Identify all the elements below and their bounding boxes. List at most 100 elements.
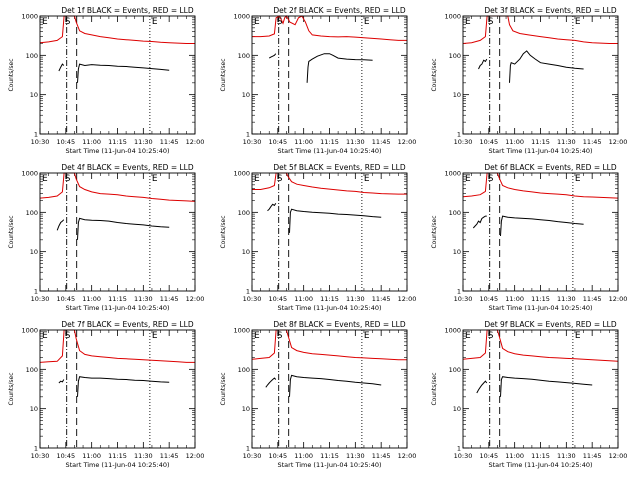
x-tick-label: 10:45 [56, 452, 75, 460]
x-tick-label: 11:00 [505, 138, 524, 146]
x-tick-label: 10:45 [479, 452, 498, 460]
marker-e-right: E [152, 331, 158, 341]
x-tick-label: 11:45 [160, 452, 179, 460]
marker-e-left: E [42, 17, 48, 27]
y-tick-label: 100 [449, 209, 461, 217]
x-tick-label: 11:30 [557, 452, 576, 460]
y-axis-label: Counts/sec [8, 215, 15, 248]
x-tick-label: 12:00 [398, 138, 417, 146]
series-lld-line [39, 329, 195, 363]
series-lld-line [251, 329, 407, 361]
x-tick-label: 10:30 [454, 452, 473, 460]
series-lld-line [462, 15, 618, 44]
x-tick-label: 10:45 [479, 138, 498, 146]
x-tick-label: 11:45 [583, 138, 602, 146]
marker-e-right: E [364, 331, 370, 341]
x-tick-label: 11:15 [320, 295, 339, 303]
x-axis-label: Start Time (11-Jun-04 10:25:40) [489, 461, 593, 469]
x-axis-label: Start Time (11-Jun-04 10:25:40) [66, 304, 170, 312]
series-events-line [56, 219, 65, 231]
x-axis-label: Start Time (11-Jun-04 10:25:40) [489, 147, 593, 155]
panel-title: Det 8f BLACK = Events, RED = LLD [273, 320, 406, 329]
y-tick-label: 10 [453, 248, 461, 256]
x-tick-label: 10:45 [268, 452, 287, 460]
series-events-line [265, 377, 277, 388]
x-tick-label: 11:30 [346, 295, 365, 303]
y-tick-label: 1000 [21, 170, 38, 178]
x-tick-label: 10:30 [454, 138, 473, 146]
panel-det-1: Det 1f BLACK = Events, RED = LLD Counts/s… [8, 6, 204, 155]
y-tick-label: 1000 [233, 170, 250, 178]
plot-frame [39, 15, 196, 135]
marker-e-left: E [254, 174, 260, 184]
y-axis-label: Counts/sec [8, 372, 15, 405]
x-tick-label: 11:00 [82, 138, 101, 146]
series-events-line [58, 63, 65, 72]
panel-title: Det 2f BLACK = Events, RED = LLD [273, 6, 406, 15]
x-tick-label: 10:30 [31, 452, 50, 460]
y-axis-label: Counts/sec [220, 215, 227, 248]
x-tick-label: 11:00 [82, 295, 101, 303]
y-tick-label: 1 [246, 288, 250, 296]
y-tick-label: 1000 [233, 327, 250, 335]
plot-frame [462, 15, 619, 135]
x-tick-label: 11:45 [372, 138, 391, 146]
plot-frame [251, 15, 408, 135]
x-tick-label: 12:00 [609, 138, 628, 146]
x-tick-label: 11:30 [134, 138, 153, 146]
x-tick-label: 10:30 [243, 452, 262, 460]
plot-frame [462, 329, 619, 449]
x-axis-label: Start Time (11-Jun-04 10:25:40) [278, 461, 382, 469]
y-axis-label: Counts/sec [431, 58, 438, 91]
marker-e-right: E [152, 174, 158, 184]
y-tick-label: 10 [242, 91, 250, 99]
x-tick-label: 10:30 [31, 138, 50, 146]
marker-s: S [65, 17, 71, 27]
x-tick-label: 12:00 [398, 452, 417, 460]
x-tick-label: 11:15 [531, 452, 550, 460]
x-tick-label: 12:00 [186, 138, 205, 146]
x-tick-label: 11:45 [372, 452, 391, 460]
x-axis-label: Start Time (11-Jun-04 10:25:40) [66, 461, 170, 469]
panel-title: Det 3f BLACK = Events, RED = LLD [484, 6, 617, 15]
y-tick-label: 10 [30, 405, 38, 413]
x-tick-label: 11:15 [320, 452, 339, 460]
series-events-line [289, 374, 382, 397]
x-tick-label: 11:45 [372, 295, 391, 303]
x-tick-label: 10:45 [479, 295, 498, 303]
panel-det-8: Det 8f BLACK = Events, RED = LLD Counts/s… [220, 320, 416, 469]
y-axis-label: Counts/sec [8, 58, 15, 91]
x-tick-label: 11:00 [294, 452, 313, 460]
y-tick-label: 100 [449, 366, 461, 374]
y-tick-label: 100 [26, 366, 38, 374]
x-tick-label: 11:15 [320, 138, 339, 146]
panel-title: Det 1f BLACK = Events, RED = LLD [61, 6, 194, 15]
series-events-line [77, 63, 170, 83]
x-tick-label: 11:00 [82, 452, 101, 460]
marker-s: S [277, 174, 283, 184]
y-tick-label: 1 [246, 131, 250, 139]
x-tick-label: 10:45 [56, 138, 75, 146]
y-axis-label: Counts/sec [431, 372, 438, 405]
series-events-line [500, 376, 593, 397]
x-tick-label: 11:15 [108, 295, 127, 303]
x-tick-label: 11:30 [134, 295, 153, 303]
panel-title: Det 7f BLACK = Events, RED = LLD [61, 320, 194, 329]
panel-det-9: Det 9f BLACK = Events, RED = LLD Counts/s… [431, 320, 627, 469]
panel-det-6: Det 6f BLACK = Events, RED = LLD Counts/s… [431, 163, 627, 312]
series-events-line [306, 53, 373, 83]
plot-frame [462, 172, 619, 292]
panel-det-4: Det 4f BLACK = Events, RED = LLD Counts/s… [8, 163, 204, 312]
y-tick-label: 100 [26, 52, 38, 60]
marker-s: S [488, 17, 494, 27]
series-events-line [77, 217, 170, 240]
series-lld-line [39, 15, 195, 44]
x-tick-label: 12:00 [609, 295, 628, 303]
x-tick-label: 11:30 [557, 295, 576, 303]
y-axis-label: Counts/sec [220, 372, 227, 405]
x-tick-label: 11:30 [346, 452, 365, 460]
x-tick-label: 11:15 [108, 452, 127, 460]
marker-e-right: E [364, 174, 370, 184]
plot-frame [251, 329, 408, 449]
